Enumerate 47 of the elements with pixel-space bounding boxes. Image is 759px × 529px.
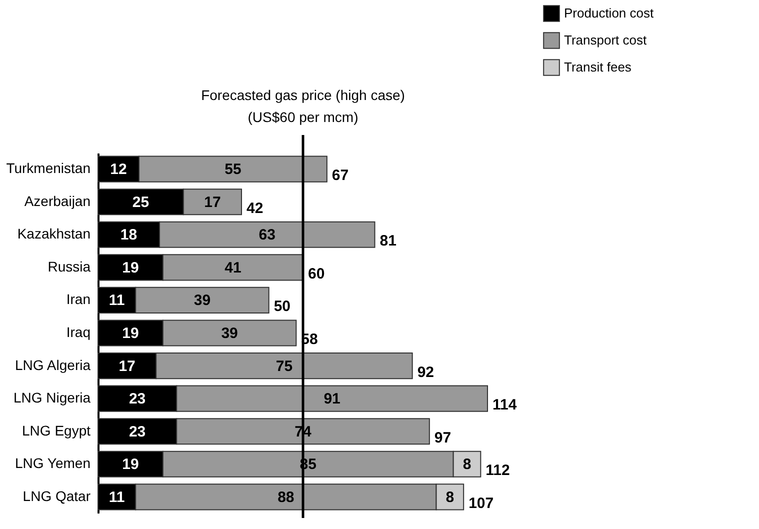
y-tick-label: Turkmenistan — [6, 160, 90, 176]
y-tick-label: LNG Yemen — [15, 455, 90, 472]
data-label: 23 — [128, 423, 146, 440]
legend-label: Transit fees — [564, 60, 632, 74]
total-label: 42 — [246, 200, 264, 217]
data-label: 25 — [132, 194, 150, 211]
total-label: 60 — [308, 265, 325, 282]
y-tick-label: LNG Nigeria — [13, 390, 91, 406]
data-label: 17 — [118, 358, 136, 375]
total-label: 107 — [468, 494, 494, 512]
y-tick-label: Azerbaijan — [24, 192, 90, 209]
data-label: 75 — [276, 358, 293, 375]
total-label: 92 — [417, 364, 434, 381]
ref-line-label: Forecasted gas price (high case) (US$60 per mcm) — [201, 87, 405, 125]
data-label: 11 — [108, 488, 125, 506]
total-label: 67 — [332, 167, 349, 184]
data-label: 39 — [194, 292, 211, 310]
data-label: 11 — [108, 292, 125, 310]
data-label: 19 — [122, 325, 139, 342]
y-tick-label: Iran — [66, 291, 90, 308]
data-label: 8 — [446, 488, 454, 506]
legend-label: Transport cost — [564, 32, 647, 48]
data-label: 91 — [324, 390, 340, 408]
data-label: 63 — [258, 226, 276, 244]
data-label: 19 — [122, 456, 139, 474]
y-tick-label: Russia — [48, 258, 91, 274]
total-label: 81 — [380, 232, 396, 250]
total-label: 50 — [274, 298, 291, 316]
data-label: 55 — [224, 161, 242, 178]
legend-label: Production cost — [564, 6, 654, 20]
y-tick-label: Kazakhstan — [17, 226, 90, 242]
total-label: 112 — [486, 462, 510, 480]
data-label: 88 — [278, 488, 294, 506]
data-label: 41 — [224, 259, 242, 276]
data-label: 18 — [120, 226, 138, 244]
y-tick-label: LNG Qatar — [22, 488, 91, 504]
y-tick-label: LNG Algeria — [15, 356, 91, 373]
data-label: 17 — [204, 194, 221, 211]
data-label: 19 — [122, 259, 139, 276]
data-label: 23 — [128, 390, 146, 408]
data-label: 8 — [462, 456, 472, 474]
y-tick-label: LNG Egypt — [22, 422, 91, 438]
total-label: 97 — [434, 429, 452, 446]
data-label: 39 — [221, 325, 238, 342]
y-tick-label: Iraq — [66, 324, 90, 340]
data-label: 12 — [110, 161, 127, 178]
total-label: 114 — [492, 396, 518, 414]
